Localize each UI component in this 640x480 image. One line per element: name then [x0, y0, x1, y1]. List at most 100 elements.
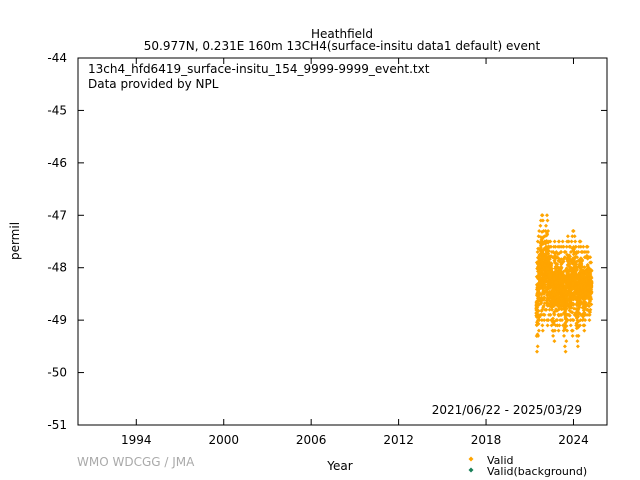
data-point	[540, 242, 545, 246]
data-point	[536, 308, 541, 313]
data-point	[571, 229, 576, 233]
data-point	[570, 328, 575, 333]
data-point	[546, 318, 551, 323]
data-point	[582, 328, 587, 333]
data-point	[535, 344, 540, 349]
data-point	[568, 244, 573, 249]
data-point	[556, 328, 561, 333]
data-point	[589, 281, 594, 286]
y-axis-label: permil	[8, 222, 22, 260]
y-tick-label: -48	[47, 261, 67, 275]
x-tick-label: 2018	[471, 433, 502, 447]
data-point	[578, 318, 583, 323]
data-point	[576, 314, 580, 319]
file-annotation: 13ch4_hfd6419_surface-insitu_154_9999-99…	[88, 62, 430, 76]
data-point	[553, 244, 558, 249]
x-tick-label: 1994	[121, 433, 152, 447]
legend-label-valid: Valid	[487, 454, 514, 467]
data-point	[571, 318, 576, 323]
data-point	[559, 312, 564, 317]
data-point	[555, 262, 560, 267]
data-point	[578, 239, 583, 244]
y-tick-label: -45	[47, 103, 67, 117]
data-point	[548, 312, 553, 317]
data-point	[561, 244, 566, 249]
data-point	[545, 323, 550, 328]
data-point	[578, 323, 582, 328]
data-point	[589, 297, 594, 302]
data-point	[561, 259, 566, 264]
data-point	[589, 268, 594, 273]
data-point	[560, 318, 564, 323]
data-point	[586, 250, 590, 254]
data-point	[539, 318, 544, 323]
data-points	[534, 213, 594, 354]
plot-frame	[77, 57, 608, 426]
data-point	[572, 234, 577, 239]
credit-label: WMO WDCGG / JMA	[77, 455, 195, 469]
data-point	[562, 344, 567, 349]
provider-annotation: Data provided by NPL	[88, 77, 219, 91]
data-point	[568, 254, 572, 259]
data-point	[563, 349, 568, 354]
data-point	[549, 266, 554, 271]
x-axis: 1994 2000 2006 2012 2018 2024	[121, 58, 589, 447]
x-tick-label: 2024	[558, 433, 589, 447]
data-point	[588, 307, 593, 312]
y-axis: -51 -50 -49 -48 -47 -46 -45 -44	[47, 51, 607, 432]
data-point	[582, 265, 587, 270]
data-point	[537, 318, 542, 323]
y-tick-label: -44	[47, 51, 67, 65]
legend: Valid Valid(background)	[468, 454, 587, 478]
data-point	[536, 333, 541, 338]
data-point	[540, 218, 545, 223]
data-point	[555, 318, 560, 323]
data-point	[562, 333, 566, 338]
y-tick-label: -49	[47, 313, 67, 327]
x-tick-label: 2012	[383, 433, 414, 447]
data-point	[546, 229, 551, 233]
data-point	[568, 323, 573, 328]
data-point	[565, 234, 570, 239]
y-tick-label: -46	[47, 156, 67, 170]
data-point	[549, 261, 554, 266]
data-point	[536, 328, 541, 333]
data-point	[538, 223, 543, 228]
data-point	[548, 239, 553, 244]
data-point	[552, 312, 557, 317]
chart-title: Heathfield	[311, 27, 373, 41]
y-tick-label: -51	[47, 418, 67, 432]
data-point	[564, 339, 569, 344]
data-point	[553, 253, 557, 258]
data-point	[566, 239, 571, 244]
data-point	[578, 244, 583, 249]
data-point	[547, 307, 552, 312]
data-point	[589, 291, 594, 296]
data-point	[536, 321, 541, 326]
data-point	[560, 239, 565, 244]
chart-subtitle: 50.977N, 0.231E 160m 13CH4(surface-insit…	[144, 39, 541, 53]
data-point	[540, 213, 545, 218]
data-point	[542, 312, 547, 317]
data-point	[589, 283, 594, 288]
x-axis-label: Year	[326, 459, 352, 473]
data-point	[570, 310, 575, 315]
data-point	[589, 260, 594, 265]
data-point	[582, 323, 587, 328]
data-point	[589, 302, 594, 307]
data-point	[540, 323, 545, 328]
data-point	[567, 313, 572, 318]
data-point	[575, 344, 580, 349]
data-point	[587, 304, 592, 309]
data-point	[569, 239, 574, 244]
data-point	[575, 339, 580, 344]
data-point	[563, 250, 568, 254]
data-point	[589, 276, 594, 280]
data-point	[570, 234, 575, 239]
legend-label-background: Valid(background)	[487, 465, 587, 478]
data-point	[575, 255, 580, 260]
data-point	[581, 244, 586, 249]
data-point	[580, 258, 585, 263]
y-tick-label: -50	[47, 366, 67, 380]
